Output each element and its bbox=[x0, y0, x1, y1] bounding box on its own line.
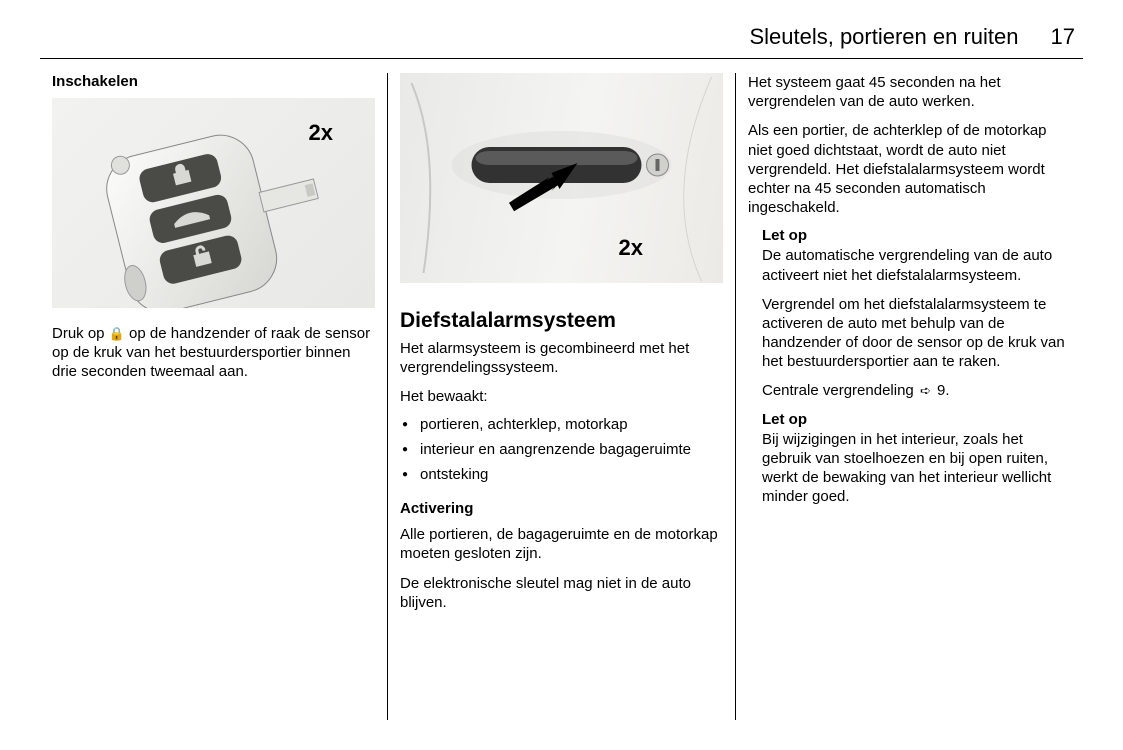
chapter-title: Sleutels, portieren en ruiten bbox=[749, 24, 1018, 50]
arrow-right-icon: ➪ bbox=[920, 383, 931, 400]
col1-body-pre: Druk op bbox=[52, 325, 109, 342]
note-body: De automatische vergrendeling van de aut… bbox=[762, 246, 1071, 284]
list-item: ontsteking bbox=[420, 465, 723, 484]
xref-pre: Centrale vergrendeling bbox=[762, 382, 918, 399]
figure-label-2x-handle: 2x bbox=[619, 235, 643, 261]
xref-central-locking: Centrale vergrendeling ➪ 9. bbox=[748, 381, 1071, 400]
col2-intro: Het alarmsysteem is gecombineerd met het… bbox=[400, 339, 723, 377]
monitors-label: Het bewaakt: bbox=[400, 387, 723, 406]
figure-label-2x: 2x bbox=[309, 120, 333, 146]
list-item: interieur en aangrenzende bagageruimte bbox=[420, 440, 723, 459]
figure-key-fob: 2x bbox=[52, 98, 375, 308]
monitors-list: portieren, achterklep, motorkap interieu… bbox=[400, 415, 723, 491]
note-block-2: Let op Bij wijzigingen in het interieur,… bbox=[748, 411, 1071, 507]
subhead-inschakelen: Inschakelen bbox=[52, 73, 375, 90]
figure-door-handle: 2x bbox=[400, 73, 723, 283]
page: Sleutels, portieren en ruiten 17 Inschak… bbox=[0, 0, 1123, 750]
note-head: Let op bbox=[762, 411, 1071, 428]
activation-p1: Alle portieren, de bagageruimte en de mo… bbox=[400, 525, 723, 563]
col1-body: Druk op 🔒 op de handzender of raak de se… bbox=[52, 324, 375, 382]
activation-p2: De elektronische sleutel mag niet in de … bbox=[400, 574, 723, 612]
h2-diefstal: Diefstalalarmsysteem bbox=[400, 309, 723, 333]
note-body-2: Vergrendel om het diefstalalarmsysteem t… bbox=[762, 295, 1071, 372]
subhead-activering: Activering bbox=[400, 500, 723, 517]
lock-icon: 🔒 bbox=[109, 326, 125, 343]
door-handle-illustration bbox=[400, 73, 723, 283]
note-body: Bij wijzigingen in het interieur, zoals … bbox=[762, 430, 1071, 507]
header-rule bbox=[40, 58, 1083, 59]
column-3: Het systeem gaat 45 seconden na het verg… bbox=[735, 73, 1083, 720]
page-number: 17 bbox=[1051, 24, 1075, 50]
column-2: 2x Diefstalalarmsysteem Het alarmsysteem… bbox=[387, 73, 735, 720]
page-header: Sleutels, portieren en ruiten 17 bbox=[40, 24, 1083, 50]
column-1: Inschakelen bbox=[40, 73, 387, 720]
list-item: portieren, achterklep, motorkap bbox=[420, 415, 723, 434]
note-block-1: Let op De automatische vergrendeling van… bbox=[748, 227, 1071, 371]
columns: Inschakelen bbox=[40, 73, 1083, 720]
xref-post: 9. bbox=[933, 382, 950, 399]
col3-p1: Het systeem gaat 45 seconden na het verg… bbox=[748, 73, 1071, 111]
col3-p2: Als een portier, de achterklep of de mot… bbox=[748, 121, 1071, 217]
note-head: Let op bbox=[762, 227, 1071, 244]
